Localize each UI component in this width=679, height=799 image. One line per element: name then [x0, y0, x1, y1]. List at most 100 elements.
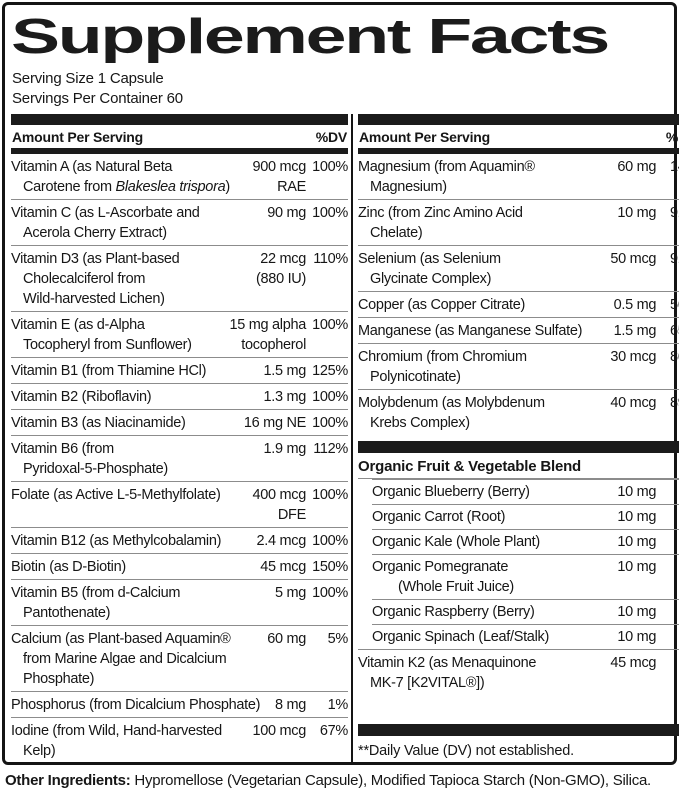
nutrient-dv: 100% [312, 486, 348, 503]
nutrient-row: Vitamin B6 (from Pyridoxal-5-Phosphate) 1… [11, 435, 348, 481]
nutrient-amount: 60 mg [617, 158, 657, 175]
nutrient-amount: 2.4 mcg [256, 532, 307, 549]
right-header-amount: Amount Per Serving [359, 129, 490, 145]
nutrient-row: Manganese (as Manganese Sulfate) 1.5 mg … [358, 317, 679, 343]
nutrient-amount: 1.3 mg [263, 388, 306, 405]
nutrient-dv: ** [656, 653, 679, 673]
nutrient-row: Organic Blueberry (Berry) 10 mg ** [358, 479, 679, 504]
nutrient-name: Vitamin D3 (as Plant-based Cholecalcifero… [11, 250, 180, 307]
nutrient-row: Selenium (as Selenium Glycinate Complex) … [358, 245, 679, 291]
nutrient-amount: 45 mcg [260, 558, 306, 575]
nutrient-amount: 10 mg [617, 558, 657, 575]
right-header-dv: %DV [665, 129, 679, 145]
nutrient-row: Phosphorus (from Dicalcium Phosphate) 8 … [11, 691, 348, 717]
nutrient-dv: ** [656, 507, 679, 527]
nutrient-name: Selenium (as Selenium Glycinate Complex) [358, 250, 501, 287]
left-header-bar [11, 148, 348, 154]
nutrient-dv: ** [656, 532, 679, 552]
supplement-facts-panel: Supplement Facts Serving Size 1 Capsule … [2, 2, 679, 765]
blend-section-bar [358, 441, 679, 453]
nutrient-amount: 90 mg [267, 204, 306, 221]
nutrient-name: Folate (as Active L-5-Methylfolate) [11, 486, 221, 503]
nutrient-amount: 5 mg [274, 584, 306, 601]
nutrient-name: Biotin (as D-Biotin) [11, 558, 126, 575]
nutrient-amount: 30 mcg [610, 348, 657, 365]
nutrient-row: Vitamin K2 (as Menaquinone MK-7 [K2VITAL®… [358, 649, 679, 695]
nutrient-amount: 1.5 mg [613, 322, 657, 339]
nutrient-name: Vitamin B12 (as Methylcobalamin) [11, 532, 222, 549]
nutrient-name: Vitamin A (as Natural Beta Carotene from … [11, 158, 230, 195]
blend-header: Organic Fruit & Vegetable Blend [358, 458, 582, 475]
nutrient-name: Organic Blueberry (Berry) [372, 483, 530, 500]
nutrient-row: Organic Pomegranate (Whole Fruit Juice) 1… [358, 554, 679, 599]
nutrient-row: Vitamin D3 (as Plant-based Cholecalcifero… [11, 245, 348, 311]
nutrient-amount: 22 mcg (880 IU) [256, 250, 306, 287]
nutrient-row: Zinc (from Zinc Amino Acid Chelate) 10 mg… [358, 199, 679, 245]
nutrient-dv: 100% [312, 388, 348, 405]
nutrient-amount: 10 mg [617, 508, 657, 525]
left-column-header: Amount Per Serving %DV [11, 125, 348, 148]
nutrient-name: Vitamin B6 (from Pyridoxal-5-Phosphate) [11, 440, 168, 477]
nutrient-dv: ** [656, 627, 679, 647]
nutrient-dv: 100% [312, 532, 348, 549]
nutrient-name: Vitamin C (as L-Ascorbate and Acerola Che… [11, 204, 200, 241]
right-top-bar [358, 114, 679, 125]
nutrient-name: Vitamin B1 (from Thiamine HCl) [11, 362, 207, 379]
nutrient-dv: ** [656, 557, 679, 577]
nutrient-name: Organic Spinach (Leaf/Stalk) [372, 628, 549, 645]
nutrient-amount: 1.5 mg [263, 362, 306, 379]
nutrient-amount: 100 mcg [252, 722, 306, 739]
nutrient-row: Vitamin B1 (from Thiamine HCl) 1.5 mg 12… [11, 357, 348, 383]
footnote-bar [358, 724, 679, 736]
nutrient-name: Copper (as Copper Citrate) [358, 296, 526, 313]
nutrient-name: Vitamin K2 (as Menaquinone MK-7 [K2VITAL®… [358, 654, 537, 691]
nutrient-amount: 8 mg [274, 696, 306, 713]
vitamin-k2-rows: Vitamin K2 (as Menaquinone MK-7 [K2VITAL®… [358, 649, 679, 695]
nutrient-dv: 67% [319, 722, 348, 739]
nutrient-row: Iodine (from Wild, Hand-harvested Kelp) 1… [11, 717, 348, 763]
other-ingredients-text: Hypromellose (Vegetarian Capsule), Modif… [130, 772, 651, 789]
nutrient-name: Calcium (as Plant-based Aquamin® from Mar… [11, 630, 231, 687]
servings-per-container: Servings Per Container 60 [12, 90, 183, 107]
nutrient-dv: 1% [327, 696, 349, 713]
nutrient-name: Zinc (from Zinc Amino Acid Chelate) [358, 204, 523, 241]
nutrient-amount: 10 mg [617, 603, 657, 620]
nutrient-row: Folate (as Active L-5-Methylfolate) 400 … [11, 481, 348, 527]
panel-title-wrap: Supplement Facts [11, 7, 670, 67]
nutrient-dv: 86% [670, 348, 679, 365]
nutrient-name: Magnesium (from Aquamin® Magnesium) [358, 158, 535, 195]
nutrient-name: Organic Pomegranate (Whole Fruit Juice) [372, 558, 514, 595]
nutrient-row: Vitamin B5 (from d-Calcium Pantothenate) … [11, 579, 348, 625]
nutrient-name: Organic Carrot (Root) [372, 508, 506, 525]
dv-footnote: **Daily Value (DV) not established. [358, 743, 574, 759]
blend-rows: Organic Blueberry (Berry) 10 mg ** Organ… [358, 479, 679, 649]
nutrient-dv: ** [656, 602, 679, 622]
nutrient-dv: 150% [312, 558, 348, 575]
nutrient-name: Phosphorus (from Dicalcium Phosphate) [11, 696, 261, 713]
nutrient-row: Molybdenum (as Molybdenum Krebs Complex) … [358, 389, 679, 435]
left-nutrient-rows: Vitamin A (as Natural Beta Carotene from … [11, 154, 348, 763]
nutrient-amount: 10 mg [617, 628, 657, 645]
nutrient-name: Organic Raspberry (Berry) [372, 603, 535, 620]
left-top-bar [11, 114, 348, 125]
right-nutrient-rows: Magnesium (from Aquamin® Magnesium) 60 mg… [358, 154, 679, 435]
nutrient-dv: 14% [670, 158, 679, 175]
nutrient-row: Vitamin B2 (Riboflavin) 1.3 mg 100% [11, 383, 348, 409]
nutrient-amount: 10 mg [617, 204, 657, 221]
nutrient-dv: 65% [670, 322, 679, 339]
nutrient-dv: 100% [312, 584, 348, 601]
nutrient-dv: 100% [312, 316, 348, 333]
nutrient-row: Organic Spinach (Leaf/Stalk) 10 mg ** [358, 624, 679, 649]
nutrient-amount: 0.5 mg [613, 296, 657, 313]
nutrient-amount: 1.9 mg [263, 440, 306, 457]
nutrient-row: Copper (as Copper Citrate) 0.5 mg 56% [358, 291, 679, 317]
nutrient-amount: 60 mg [267, 630, 306, 647]
nutrient-name: Vitamin B2 (Riboflavin) [11, 388, 152, 405]
other-ingredients-label: Other Ingredients: [5, 772, 131, 789]
column-divider [351, 114, 353, 763]
nutrient-row: Organic Raspberry (Berry) 10 mg ** [358, 599, 679, 624]
nutrient-dv: 56% [670, 296, 679, 313]
nutrient-row: Organic Kale (Whole Plant) 10 mg ** [358, 529, 679, 554]
nutrient-name: Chromium (from Chromium Polynicotinate) [358, 348, 527, 385]
nutrient-dv: 91% [670, 204, 679, 221]
